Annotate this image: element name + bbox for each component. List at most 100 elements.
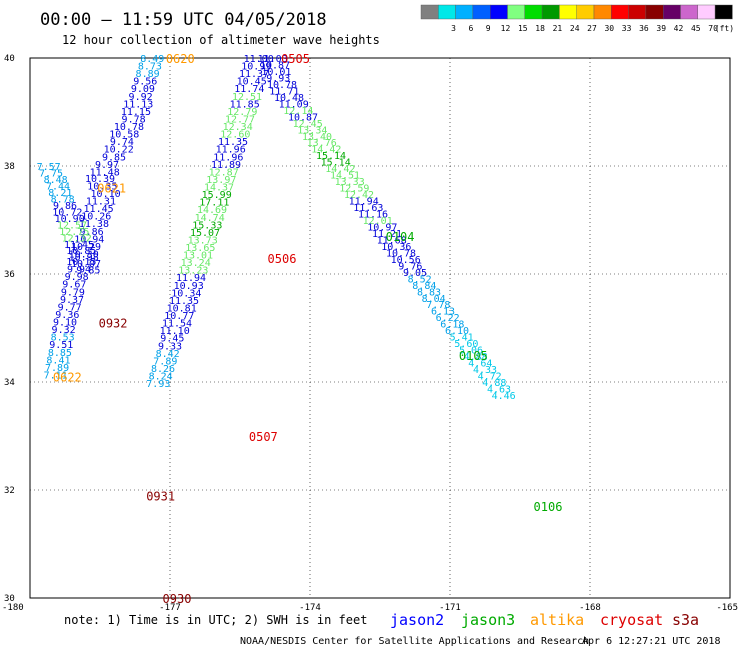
wave-height-value: 9.78 [122, 114, 146, 125]
wave-height-value: 6.18 [440, 320, 464, 331]
wave-height-value: 11.10 [160, 326, 190, 337]
legend-bin-label: 42 [674, 24, 684, 33]
legend-color-swatch [697, 4, 716, 20]
wave-height-value: 11.68 [377, 235, 407, 246]
credit-line: NOAA/NESDIS Center for Satellite Applica… [240, 636, 589, 647]
wave-height-value: 8.85 [48, 348, 72, 359]
y-tick-label: 30 [4, 594, 15, 604]
wave-height-value: 13.24 [181, 258, 211, 269]
y-tick-label: 40 [4, 54, 15, 64]
x-axis-tick-labels: -180 -177 -174 -171 -168 -165 [2, 603, 738, 613]
satellite-legend-s3a: s3a [672, 611, 699, 629]
wave-height-value: 12.75 [59, 227, 89, 238]
pass-time-label: 0505 [281, 52, 310, 66]
wave-height-value: 10.39 [85, 174, 115, 185]
wave-height-value: 8.26 [151, 364, 175, 375]
wave-height-value: 8.41 [46, 355, 70, 366]
y-tick-label: 38 [4, 162, 15, 172]
wave-height-value: 9.36 [55, 310, 79, 321]
wave-height-value: 10.90 [55, 214, 85, 225]
satellite-legend-jason3: jason3 [461, 611, 515, 629]
legend-bin-label: 30 [604, 24, 614, 33]
legend-color-swatch [455, 4, 474, 20]
generation-timestamp: Apr 6 12:27:21 UTC 2018 [582, 636, 720, 647]
legend-color-swatch [611, 4, 629, 20]
wave-height-value: 7.89 [153, 356, 177, 367]
wave-height-value: 7.89 [45, 363, 69, 374]
wave-height-value: 14.69 [197, 205, 227, 216]
wave-height-value: 9.77 [58, 302, 82, 313]
wave-height-value: 9.93 [266, 73, 290, 84]
wave-height-value: 7.78 [426, 300, 450, 311]
wave-height-value: 9.37 [60, 295, 84, 306]
wave-height-value: 13.01 [183, 251, 213, 262]
wave-height-value: 12.32 [62, 233, 92, 244]
wave-height-value: 12.01 [363, 216, 393, 227]
legend-color-swatch [420, 4, 439, 20]
wave-height-value: 5.06 [459, 346, 483, 357]
legend-color-swatch [559, 4, 577, 20]
pass-time-label: 0104 [386, 230, 415, 244]
wave-height-value: 11.31 [86, 197, 116, 208]
wave-height-value: 11.38 [79, 219, 109, 230]
wave-height-value: 4.88 [464, 352, 488, 363]
wave-height-value: 13.65 [185, 243, 215, 254]
legend-bin-label: 15 [518, 24, 528, 33]
wave-height-value: 12.45 [293, 119, 323, 130]
legend-color-swatch [714, 4, 733, 20]
wave-height-value: 10.29 [71, 242, 101, 253]
legend-bin-label: 3 [451, 24, 456, 33]
wave-height-value: 11.89 [211, 160, 241, 171]
x-tick-label: -171 [439, 603, 461, 613]
satellite-legend-jason2: jason2 [390, 611, 444, 629]
wave-height-value: 11.15 [121, 107, 151, 118]
wave-height-value: 10.81 [167, 303, 197, 314]
wave-height-value: 13.23 [178, 266, 208, 277]
legend-unit-label: (ft) [715, 24, 734, 33]
wave-height-value: 10.72 [52, 207, 82, 218]
wave-height-value: 12.34 [223, 122, 253, 133]
pass-time-labels: 0620 0505 0621 0104 0506 0932 0105 0622 0507 0931… [53, 52, 563, 606]
wave-height-value: 14.42 [325, 164, 355, 175]
wave-height-value: 5.60 [454, 339, 478, 350]
legend-color-swatch [507, 4, 525, 20]
x-tick-label: -165 [716, 603, 738, 613]
wave-height-value: 10.26 [81, 212, 111, 223]
footnote: note: 1) Time is in UTC; 2) SWH is in fe… [64, 613, 367, 627]
wave-height-value: 9.67 [62, 280, 86, 291]
wave-height-value: 9.74 [110, 137, 134, 148]
wave-height-value: 9.45 [160, 334, 184, 345]
wave-height-value: 13.33 [335, 177, 365, 188]
wave-height-value: 12.14 [283, 106, 313, 117]
wave-height-value: 12.57 [57, 220, 87, 231]
legend-color-swatch [438, 4, 456, 20]
wave-height-value: 13.40 [302, 132, 332, 143]
wave-height-value: 10.56 [391, 255, 421, 266]
satellite-legend-altika: altika [530, 611, 584, 629]
wave-height-value: 10.78 [114, 122, 144, 133]
chart-subtitle: 12 hour collection of altimeter wave hei… [62, 33, 380, 47]
wave-height-value: 10.48 [274, 93, 304, 104]
wave-height-value: 11.45 [64, 240, 94, 251]
wave-height-value: 15.99 [202, 190, 232, 201]
wave-height-value: 4.88 [482, 378, 506, 389]
wave-height-value: 11.85 [230, 99, 260, 110]
wave-height-value: 9.51 [49, 340, 73, 351]
wave-height-value: 10.97 [367, 222, 397, 233]
legend-bin-label: 21 [553, 24, 563, 33]
wave-height-value: 12.77 [225, 114, 255, 125]
wave-height-value: 9.97 [95, 160, 119, 171]
wave-height-value: 10.87 [288, 112, 318, 123]
wave-height-value: 10.22 [104, 145, 134, 156]
color-scale-legend: 3 6 9 12 15 18 21 24 27 30 33 36 39 42 45 70(ft) [420, 4, 734, 33]
wave-height-value: 10.99 [241, 62, 271, 73]
wave-height-value: 12.60 [220, 130, 250, 141]
wave-height-value: 8.78 [51, 194, 75, 205]
wave-height-value: 8.53 [51, 333, 75, 344]
wave-height-value: 10.85 [66, 246, 96, 257]
wave-height-value: 8.24 [149, 372, 173, 383]
wave-height-value: 9.05 [403, 268, 427, 279]
pass-time-label: 0930 [163, 592, 192, 606]
legend-bin-label: 9 [486, 24, 491, 33]
wave-height-value: 7.44 [46, 181, 70, 192]
